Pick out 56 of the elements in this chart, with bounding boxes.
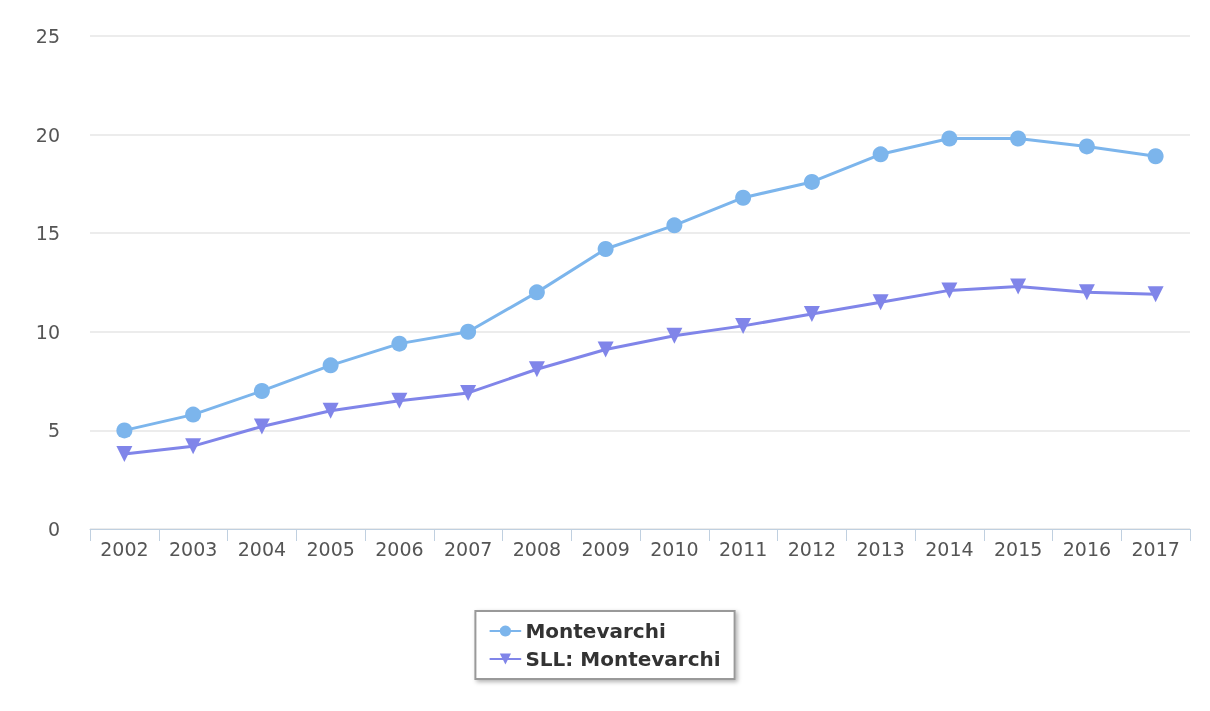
point	[322, 357, 339, 374]
legend-label: Montevarchi	[525, 619, 666, 643]
point	[666, 327, 683, 344]
point	[460, 384, 477, 401]
point	[803, 173, 820, 190]
x-tick-label: 2002	[100, 537, 149, 560]
point	[460, 323, 477, 340]
point	[1078, 284, 1095, 301]
point	[116, 422, 133, 439]
y-tick-label: 15	[35, 222, 60, 245]
x-tick-label: 2011	[718, 537, 768, 560]
point	[391, 392, 408, 409]
x-tick-label: 2017	[1131, 537, 1180, 560]
point	[253, 418, 270, 435]
point	[185, 438, 202, 455]
x-tick-label: 2005	[306, 537, 355, 560]
point	[597, 341, 614, 358]
point	[253, 382, 270, 399]
point	[322, 402, 339, 419]
y-tick-label: 10	[35, 320, 60, 343]
x-tick-label: 2016	[1062, 537, 1112, 560]
point	[941, 282, 958, 299]
x-tick-label: 2010	[650, 537, 699, 560]
point	[941, 130, 958, 147]
x-tick-label: 2015	[993, 537, 1043, 560]
x-tick-label: 2009	[581, 537, 630, 560]
point	[1147, 286, 1164, 303]
point	[1078, 138, 1095, 155]
y-tick-label: 20	[35, 123, 60, 146]
legend-label: SLL: Montevarchi	[525, 647, 721, 671]
x-tick-label: 2012	[787, 537, 837, 560]
point	[1010, 278, 1027, 295]
point	[1010, 130, 1027, 147]
point	[185, 406, 202, 423]
x-tick-label: 2008	[512, 537, 562, 560]
x-tick-label: 2006	[375, 537, 424, 560]
point	[528, 284, 545, 301]
point	[1147, 148, 1164, 165]
y-tick-label: 0	[47, 518, 60, 540]
point	[666, 217, 683, 234]
point	[116, 446, 133, 463]
point	[872, 146, 889, 163]
point	[597, 240, 614, 257]
point	[872, 294, 889, 311]
x-tick-label: 2014	[925, 537, 974, 560]
point	[735, 317, 752, 334]
point	[803, 306, 820, 323]
point	[528, 361, 545, 378]
x-tick-label: 2007	[443, 537, 493, 560]
y-tick-label: 25	[35, 25, 60, 47]
x-tick-label: 2013	[856, 537, 905, 560]
point	[391, 335, 408, 352]
y-tick-label: 5	[47, 419, 60, 442]
point	[735, 189, 752, 206]
x-tick-label: 2004	[237, 537, 287, 560]
x-tick-label: 2003	[168, 537, 218, 560]
